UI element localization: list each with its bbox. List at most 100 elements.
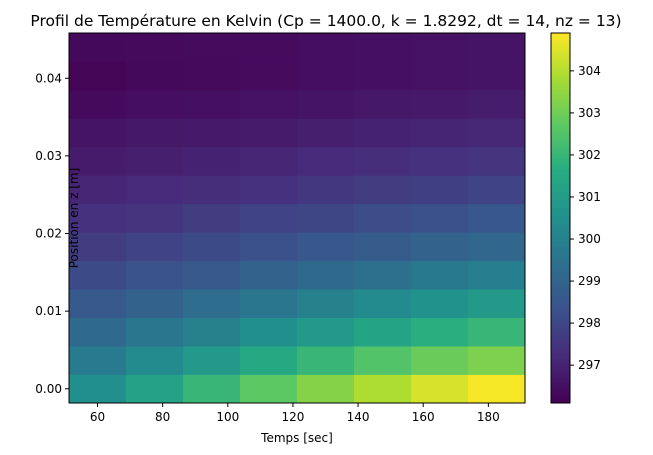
y-axis-label: Position en z [m] [67,168,81,269]
heatmap-cell [240,61,298,91]
heatmap-cell [297,374,355,404]
heatmap-cell [354,289,412,319]
x-axis-label: Temps [sec] [260,431,333,445]
colorbar-tick-label: 303 [578,106,601,120]
y-tick-label: 0.03 [35,149,62,163]
heatmap-cell [297,346,355,375]
heatmap-cell [297,33,355,62]
heatmap-cell [354,89,412,119]
heatmap-cell [354,260,412,290]
x-tick-label: 60 [90,410,105,424]
heatmap-cell [411,203,469,233]
heatmap-cell [468,374,526,404]
heatmap-cell [183,260,241,290]
heatmap-cell [354,232,412,262]
heatmap-cell [240,33,298,62]
heatmap-cell [411,175,469,205]
heatmap-cell [411,146,469,176]
y-axis-ticks: 0.00 0.01 0.02 0.03 0.04 [35,71,69,396]
y-tick-label: 0.02 [35,227,62,241]
heatmap-cell [411,289,469,319]
heatmap-cell [240,175,298,205]
heatmap-cell [240,374,298,404]
heatmap-cell [297,203,355,233]
heatmap-cell [297,89,355,119]
heatmap-cell [183,61,241,91]
heatmap-cell [69,146,127,176]
heatmap-cell [468,203,526,233]
y-tick-label: 0.00 [35,382,62,396]
heatmap-cell [69,260,127,290]
heatmap-cell [126,346,184,375]
x-axis-ticks: 60 80 100 120 140 160 180 [90,403,500,424]
heatmap-cell [468,175,526,205]
heatmap-cell [183,289,241,319]
colorbar [550,32,571,404]
heatmap-cell [126,260,184,290]
heatmap-cell [240,203,298,233]
heatmap-cell [468,61,526,91]
heatmap-cell [183,346,241,375]
heatmap-cell [126,61,184,91]
heatmap-cell [468,118,526,148]
chart-title: Profil de Température en Kelvin (Cp = 14… [30,12,621,30]
heatmap-cell [240,317,298,347]
heatmap-cell [411,317,469,347]
heatmap-cell [240,232,298,262]
heatmap-cell [69,232,127,262]
heatmap-cell [126,203,184,233]
heatmap-cell [297,232,355,262]
heatmap-cell [183,232,241,262]
heatmap-cell [240,146,298,176]
x-tick-label: 120 [281,410,304,424]
heatmap-cell [354,346,412,375]
heatmap-cell [126,289,184,319]
heatmap-cell [354,146,412,176]
x-tick-label: 140 [347,410,370,424]
heatmap-cell [240,289,298,319]
heatmap-cell [183,374,241,404]
heatmap-cell [69,175,127,205]
heatmap-cell [411,61,469,91]
heatmap-cells [69,33,526,404]
x-tick-label: 80 [155,410,170,424]
heatmap-cell [411,346,469,375]
heatmap-cell [69,289,127,319]
heatmap-cell [354,317,412,347]
heatmap-cell [354,203,412,233]
heatmap-cell [183,203,241,233]
heatmap-cell [126,146,184,176]
heatmap-cell [240,260,298,290]
heatmap-cell [69,89,127,119]
heatmap-cell [240,89,298,119]
colorbar-tick-label: 302 [578,148,601,162]
heatmap-cell [411,232,469,262]
heatmap-cell [411,89,469,119]
heatmap-cell [126,118,184,148]
heatmap-cell [468,317,526,347]
x-tick-label: 100 [216,410,239,424]
heatmap-cell [411,374,469,404]
plot-frame [68,32,526,404]
heatmap-cell [183,317,241,347]
heatmap-cell [297,175,355,205]
x-tick-label: 180 [477,410,500,424]
heatmap-cell [183,33,241,62]
heatmap-cell [69,203,127,233]
heatmap-cell [297,260,355,290]
heatmap-cell [183,146,241,176]
heatmap-cell [411,260,469,290]
heatmap-cell [69,118,127,148]
heatmap-cell [411,33,469,62]
heatmap-cell [126,374,184,404]
heatmap-cell [468,289,526,319]
colorbar-tick-label: 297 [578,358,601,372]
heatmap-cell [354,118,412,148]
heatmap-cell [297,118,355,148]
x-tick-label: 160 [412,410,435,424]
heatmap-cell [240,118,298,148]
heatmap-cell [126,175,184,205]
heatmap-cell [297,317,355,347]
heatmap-cell [183,175,241,205]
